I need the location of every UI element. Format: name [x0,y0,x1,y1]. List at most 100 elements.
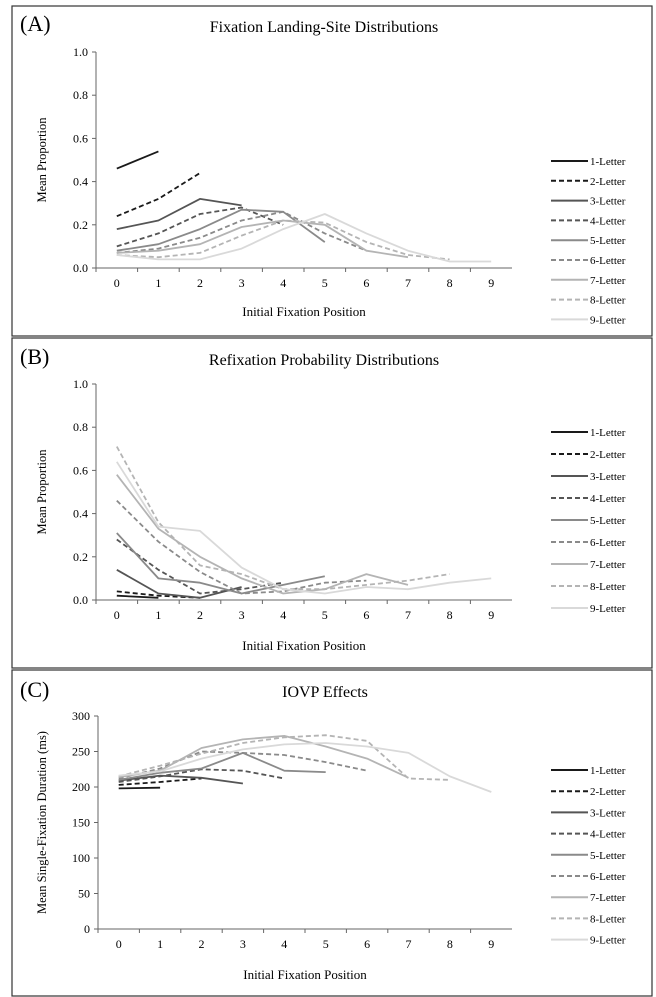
y-tick-label: 1.0 [73,377,88,391]
series-line-6-letter [116,499,367,595]
x-tick-label: 3 [239,276,245,290]
legend-label: 4-Letter [590,829,626,841]
series-line-4-letter [116,206,284,248]
x-tick-label: 4 [280,276,286,290]
legend-label: 2-Letter [590,449,626,461]
x-tick-label: 9 [488,276,494,290]
x-tick-label: 3 [239,608,245,622]
y-tick-label: 250 [72,745,90,759]
panel-b: (B) Refixation Probability Distributions 0… [11,337,653,669]
x-tick-label: 7 [406,937,412,951]
x-tick-label: 1 [157,937,163,951]
series-line-5-letter [116,208,326,252]
series-line-8-letter [116,219,450,261]
legend-label: 2-Letter [590,176,626,188]
x-tick-label: 2 [197,608,203,622]
x-tick-label: 8 [447,276,453,290]
y-tick-label: 300 [72,709,90,723]
legend-label: 9-Letter [590,935,626,947]
y-axis-label: Mean Single-Fixation Duration (ms) [35,731,49,914]
y-tick-label: 0 [84,922,90,936]
legend-label: 5-Letter [590,235,626,247]
series-line-9-letter [116,213,492,263]
series-line-8-letter [116,446,450,591]
x-tick-label: 0 [114,276,120,290]
series-line-1-letter [116,594,159,599]
y-tick-label: 0.2 [73,550,88,564]
series-line-2-letter [118,777,202,786]
legend-label: 7-Letter [590,892,626,904]
x-tick-label: 1 [155,608,161,622]
legend-label: 5-Letter [590,850,626,862]
y-tick-label: 0.6 [73,131,88,145]
legend-label: 4-Letter [590,493,626,505]
series-line-7-letter [118,735,409,779]
panel-label: (C) [20,677,49,702]
series-line-4-letter [116,538,284,595]
x-axis-label: Initial Fixation Position [243,967,367,982]
series-line-8-letter [118,734,450,781]
series-line-1-letter [116,150,159,170]
series-line-5-letter [118,752,326,781]
y-tick-label: 0.8 [73,88,88,102]
x-tick-label: 8 [447,937,453,951]
x-tick-label: 9 [488,937,494,951]
y-tick-label: 1.0 [73,45,88,59]
legend-label: 7-Letter [590,275,626,287]
panel-c: (C) IOVP Effects 0 50 100 150 200 250 300 0 1 2 3 4 5 6… [11,669,653,997]
legend-label: 4-Letter [590,215,626,227]
legend-label: 1-Letter [590,156,626,168]
y-axis-label: Mean Proportion [35,449,49,535]
x-tick-label: 9 [488,608,494,622]
x-axis-label: Initial Fixation Position [242,304,366,319]
panel-label: (A) [20,11,51,36]
legend-label: 6-Letter [590,255,626,267]
x-tick-label: 7 [405,608,411,622]
legend-label: 6-Letter [590,537,626,549]
legend-label: 5-Letter [590,515,626,527]
legend-label: 2-Letter [590,786,626,798]
series-line-2-letter [116,172,201,218]
legend-label: 3-Letter [590,807,626,819]
y-tick-label: 50 [78,887,90,901]
x-tick-label: 0 [114,608,120,622]
x-tick-label: 6 [364,937,370,951]
legend-label: 9-Letter [590,314,626,326]
y-tick-label: 0.8 [73,420,88,434]
y-tick-label: 0.2 [73,218,88,232]
series-line-6-letter [118,750,368,780]
x-tick-label: 8 [447,608,453,622]
x-tick-label: 1 [155,276,161,290]
legend-label: 8-Letter [590,581,626,593]
legend-label: 1-Letter [590,427,626,439]
series-line-6-letter [116,210,367,254]
x-tick-label: 7 [405,276,411,290]
panel-border [11,5,653,337]
y-axis-label: Mean Proportion [35,117,49,203]
series-line-2-letter [116,590,201,599]
x-tick-label: 4 [280,608,286,622]
legend-label: 8-Letter [590,913,626,925]
x-tick-label: 6 [363,276,369,290]
x-tick-label: 3 [240,937,246,951]
x-axis-label: Initial Fixation Position [242,638,366,653]
y-tick-label: 0.6 [73,463,88,477]
y-tick-label: 0.4 [73,507,88,521]
y-tick-label: 0.0 [73,593,88,607]
x-tick-label: 2 [199,937,205,951]
series-line-3-letter [118,774,244,785]
x-tick-label: 2 [197,276,203,290]
x-tick-label: 5 [323,937,329,951]
series-line-3-letter [116,569,242,599]
series-line-9-letter [118,742,492,793]
x-tick-label: 6 [363,608,369,622]
chart-title: Fixation Landing-Site Distributions [210,19,438,36]
y-tick-label: 0.0 [73,261,88,275]
y-tick-label: 100 [72,851,90,865]
y-tick-label: 0.4 [73,175,88,189]
panel-border [11,337,653,669]
x-tick-label: 0 [116,937,122,951]
x-tick-label: 4 [281,937,287,951]
legend-label: 1-Letter [590,765,626,777]
